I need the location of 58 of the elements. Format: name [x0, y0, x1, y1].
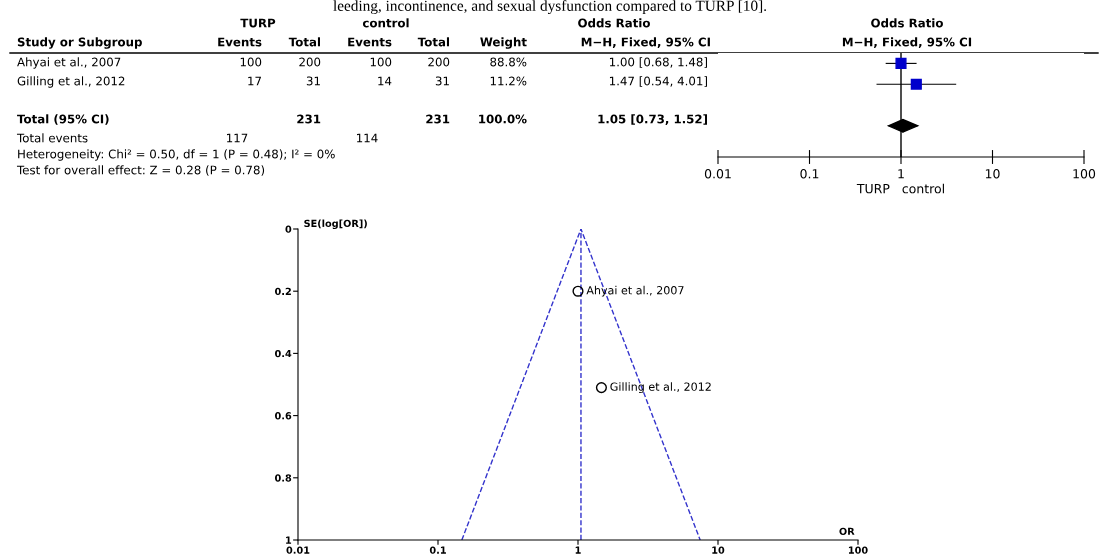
text: 31 [435, 76, 449, 86]
x-axis-title: OR [839, 527, 855, 536]
text: Total events [16, 133, 88, 143]
text: 100 [370, 57, 392, 67]
text: TURP [240, 18, 276, 28]
text: control [362, 18, 409, 28]
x-tick-label: 0.1 [800, 169, 819, 179]
y-axis-title: SE(log[OR]) [304, 219, 367, 229]
x-tick-label: 0.01 [286, 546, 310, 554]
text: 114 [357, 133, 378, 143]
text: M−H, Fixed, 95% CI [581, 37, 710, 48]
x-tick-label: 10 [712, 546, 725, 554]
x-tick-label: 0.1 [429, 546, 446, 554]
y-tick-label: 0.4 [274, 349, 292, 358]
text: Total [417, 37, 450, 47]
text: 231 [426, 114, 450, 124]
text: Ahyai et al., 2007 [17, 57, 121, 69]
text: Odds Ratio [578, 18, 650, 28]
text: Heterogeneity: Chi² = 0.50, df = 1 (P = 0.48); I² = 0% [18, 149, 335, 161]
y-tick-label: 0.2 [274, 287, 291, 296]
annotation: Gilling et al., 2012 [610, 382, 711, 393]
text: 88.8% [490, 57, 527, 67]
x-tick-label: 1 [898, 169, 904, 179]
text: Events [218, 37, 262, 47]
x-tick-label: 1 [575, 546, 581, 554]
text: Study or Subgroup [17, 37, 142, 49]
y-tick-label: 0 [285, 225, 292, 233]
text: Weight [480, 37, 527, 49]
x-tick-label: 10 [985, 169, 1000, 179]
text: 100.0% [479, 114, 527, 124]
text: leeding, incontinence, and sexual dysfunction compared to TURP [10]. [333, 0, 767, 15]
text: Total [288, 37, 321, 47]
text: 200 [428, 57, 450, 67]
text: 100 [240, 57, 262, 67]
y-tick-label: 0.8 [274, 474, 292, 482]
text: 231 [297, 114, 321, 124]
text: 11.2% [490, 76, 527, 86]
text: Test for overall effect: Z = 0.28 (P = 0.78) [16, 165, 265, 176]
text: 117 [227, 133, 248, 143]
x-tick-label: 100 [1073, 169, 1096, 179]
x-tick-label: 0.01 [704, 169, 731, 179]
x-axis-title: TURP control [856, 183, 944, 194]
text: 1.47 [0.54, 4.01] [609, 76, 707, 87]
text: 1.05 [0.73, 1.52] [598, 114, 707, 125]
text: 1.00 [0.68, 1.48] [609, 57, 707, 68]
text: 14 [378, 76, 392, 86]
text: Events [348, 37, 392, 47]
text: 17 [248, 76, 261, 86]
text: 31 [306, 76, 320, 86]
annotation: Ahyai et al., 2007 [586, 285, 684, 297]
text: 200 [299, 57, 321, 67]
text: Gilling et al., 2012 [17, 76, 125, 88]
text: Total (95% CI) [17, 114, 109, 125]
x-tick-label: 100 [848, 546, 868, 554]
y-tick-label: 1 [286, 536, 292, 544]
y-tick-label: 0.6 [274, 412, 292, 420]
chart-title: Odds Ratio [871, 18, 943, 28]
chart-subtitle: M−H, Fixed, 95% CI [842, 37, 972, 48]
